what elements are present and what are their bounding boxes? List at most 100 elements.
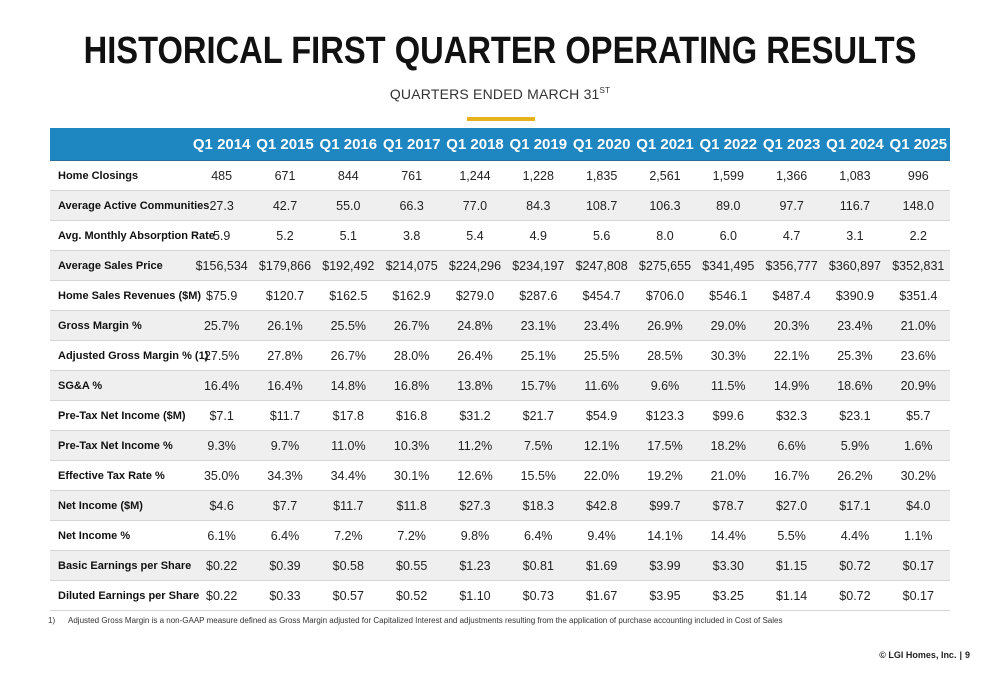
table-cell: 7.2%: [379, 520, 444, 551]
table-cell: 9.4%: [569, 520, 634, 551]
table-cell: 14.8%: [316, 370, 380, 401]
table-cell: 26.4%: [443, 340, 507, 371]
table-cell: $234,197: [506, 250, 570, 281]
table-cell: $0.73: [506, 580, 570, 611]
table-cell: $17.1: [823, 490, 887, 521]
table-cell: 844: [316, 160, 380, 191]
table-cell: 17.5%: [633, 430, 697, 461]
table-cell: $224,296: [443, 250, 507, 281]
table-cell: $0.39: [253, 550, 317, 581]
table-cell: $179,866: [253, 250, 317, 281]
row-label: Net Income %: [50, 520, 190, 551]
table-cell: 97.7: [759, 190, 824, 221]
table-cell: 5.2: [253, 220, 317, 251]
row-label: Gross Margin %: [50, 310, 190, 341]
footnote-marker: 1): [48, 616, 56, 625]
table-cell: 2,561: [633, 160, 697, 191]
footnote: 1) Adjusted Gross Margin is a non-GAAP me…: [48, 616, 782, 625]
table-cell: $0.72: [823, 580, 887, 611]
table-cell: 18.2%: [696, 430, 760, 461]
table-cell: $0.33: [253, 580, 317, 611]
table-cell: 9.3%: [190, 430, 254, 461]
table-cell: $0.17: [886, 580, 950, 611]
header-corner-cell: [50, 128, 190, 161]
table-cell: 30.3%: [696, 340, 760, 371]
table-cell: 22.1%: [759, 340, 824, 371]
table-cell: 4.4%: [823, 520, 887, 551]
table-row: Adjusted Gross Margin % (1) 27.5% 27.8% 26.…: [50, 340, 950, 371]
table-cell: 485: [190, 160, 254, 191]
footer-company: © LGI Homes, Inc.: [879, 650, 957, 660]
table-cell: 21.0%: [696, 460, 760, 491]
column-header: Q1 2017: [379, 128, 444, 161]
table-cell: $0.22: [190, 550, 254, 581]
table-cell: 4.9: [506, 220, 570, 251]
table-cell: 4.7: [759, 220, 824, 251]
table-cell: $7.7: [253, 490, 317, 521]
table-cell: 1.1%: [886, 520, 950, 551]
row-label: Diluted Earnings per Share: [50, 580, 199, 611]
table-cell: $78.7: [696, 490, 760, 521]
table-body: Home Closings 485 671 844 761 1,244 1,228 1,835…: [50, 160, 950, 611]
table-cell: 34.4%: [316, 460, 380, 491]
table-cell: 996: [886, 160, 950, 191]
table-cell: 12.1%: [569, 430, 634, 461]
table-cell: 11.0%: [316, 430, 380, 461]
table-cell: $123.3: [633, 400, 697, 431]
table-cell: $0.22: [190, 580, 254, 611]
column-header: Q1 2019: [506, 128, 570, 161]
table-cell: $390.9: [823, 280, 887, 311]
table-cell: 27.3: [190, 190, 254, 221]
table-cell: 25.7%: [190, 310, 254, 341]
table-cell: 77.0: [443, 190, 507, 221]
table-cell: $162.9: [379, 280, 444, 311]
table-cell: 23.4%: [569, 310, 634, 341]
table-cell: $3.95: [633, 580, 697, 611]
table-row: Home Closings 485 671 844 761 1,244 1,228 1,835…: [50, 160, 950, 191]
table-cell: 11.2%: [443, 430, 507, 461]
table-cell: $21.7: [506, 400, 570, 431]
table-cell: 16.8%: [379, 370, 444, 401]
subtitle-superscript: ST: [599, 86, 611, 95]
table-cell: 3.1: [823, 220, 887, 251]
column-header: Q1 2025: [886, 128, 950, 161]
table-cell: $0.72: [823, 550, 887, 581]
table-cell: 28.0%: [379, 340, 444, 371]
table-cell: 1,244: [443, 160, 507, 191]
table-cell: $0.81: [506, 550, 570, 581]
table-cell: 6.4%: [506, 520, 570, 551]
table-cell: 30.1%: [379, 460, 444, 491]
table-cell: 23.1%: [506, 310, 570, 341]
table-row: Basic Earnings per Share $0.22 $0.39 $0.58 $…: [50, 550, 950, 581]
table-cell: $162.5: [316, 280, 380, 311]
table-cell: $0.57: [316, 580, 380, 611]
table-cell: $99.7: [633, 490, 697, 521]
table-row: Gross Margin % 25.7% 26.1% 25.5% 26.7% 24.8% 2…: [50, 310, 950, 341]
table-cell: $351.4: [886, 280, 950, 311]
row-label: Pre-Tax Net Income %: [50, 430, 190, 461]
table-cell: 16.4%: [190, 370, 254, 401]
table-cell: $11.7: [316, 490, 380, 521]
row-label: Basic Earnings per Share: [50, 550, 191, 581]
table-cell: 55.0: [316, 190, 380, 221]
table-cell: $287.6: [506, 280, 570, 311]
table-cell: 20.3%: [759, 310, 824, 341]
table-row: Home Sales Revenues ($M) $75.9 $120.7 $162.…: [50, 280, 950, 311]
table-cell: $706.0: [633, 280, 697, 311]
table-cell: 16.4%: [253, 370, 317, 401]
table-cell: $192,492: [316, 250, 380, 281]
column-header: Q1 2021: [633, 128, 697, 161]
table-row: Net Income % 6.1% 6.4% 7.2% 7.2% 9.8% 6.4% 9.4%…: [50, 520, 950, 551]
table-cell: $3.30: [696, 550, 760, 581]
table-cell: $75.9: [190, 280, 254, 311]
table-cell: 84.3: [506, 190, 570, 221]
table-cell: $16.8: [379, 400, 444, 431]
table-cell: $1.10: [443, 580, 507, 611]
table-cell: $27.0: [759, 490, 824, 521]
row-label: Adjusted Gross Margin % (1): [50, 340, 208, 371]
table-cell: $31.2: [443, 400, 507, 431]
page-footer: © LGI Homes, Inc. | 9: [879, 650, 970, 660]
table-cell: $1.15: [759, 550, 824, 581]
page-number: 9: [964, 650, 970, 660]
table-cell: $1.67: [569, 580, 634, 611]
